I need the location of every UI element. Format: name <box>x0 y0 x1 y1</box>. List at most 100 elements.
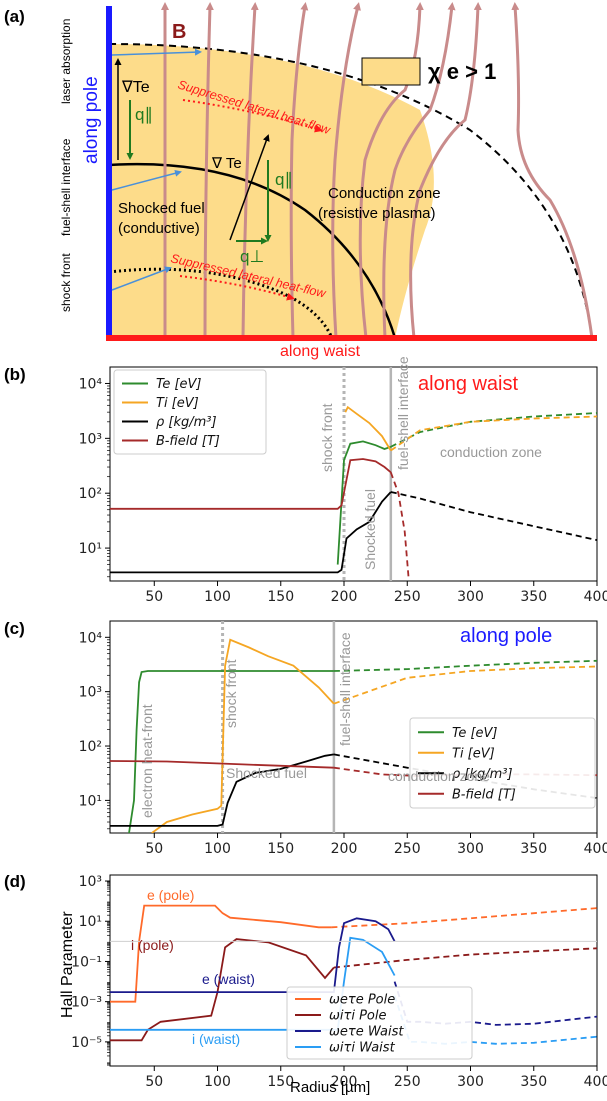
laser-pointer <box>111 48 202 56</box>
legend-label: ρ [kg/m³] <box>156 415 217 430</box>
y-tick-label: 10⁻¹ <box>71 954 102 970</box>
field-line <box>203 2 214 339</box>
d-i-pole-label: i (pole) <box>131 937 174 953</box>
series-line-dashed <box>333 659 597 672</box>
along-pole-label: along pole <box>81 76 102 164</box>
legend-label: B-field [T] <box>156 434 220 449</box>
legend-box <box>409 717 596 809</box>
panel-a: (a) B laser absorption along pole fuel-s… <box>4 2 597 360</box>
series-line-dashed <box>333 947 597 969</box>
x-tick-label: 150 <box>267 589 294 605</box>
y-tick-label: 10⁻⁵ <box>71 1035 102 1051</box>
series-line <box>110 938 335 1042</box>
panel-a-label: (a) <box>4 7 25 26</box>
field-line <box>331 2 361 339</box>
y-tick-label: 10¹ <box>79 914 102 930</box>
x-tick-label: 400 <box>584 589 607 605</box>
series-line-dashed <box>390 491 597 541</box>
suppressed-arrow-1 <box>182 99 323 133</box>
d-i-waist-label: i (waist) <box>192 1031 240 1047</box>
grad-te-arrow-2 <box>229 134 270 241</box>
field-line <box>511 2 594 339</box>
chart-b: 50 100 150 200 250 300 350 400 10¹ 10² 10³ 10⁴ Te [e… <box>79 366 607 605</box>
series-line <box>110 917 396 993</box>
field-line <box>289 2 309 339</box>
x-tick-label: 250 <box>394 589 421 605</box>
series-line-dashed <box>333 665 597 705</box>
conduction-zone-label: Conduction zone <box>328 185 441 202</box>
panel-c-annotations: along pole electron heat-front shock fro… <box>139 625 552 818</box>
shock-pointer <box>111 266 172 291</box>
x-tick-label: 200 <box>331 589 358 605</box>
x-tick-label: 300 <box>457 1074 484 1090</box>
x-tick-label: 150 <box>267 841 294 857</box>
x-tick-label: 300 <box>457 589 484 605</box>
c-shock-front-label: shock front <box>223 659 239 728</box>
x-tick-label: 100 <box>204 589 231 605</box>
chart-c-title: along pole <box>460 625 552 647</box>
y-tick-label: 10³ <box>79 874 102 890</box>
x-tick-label: 350 <box>520 841 547 857</box>
q-par-label-1: q∥ <box>135 105 153 124</box>
c-conduction-zone-label: conduction zone <box>388 768 490 784</box>
y-tick-label: 10¹ <box>79 793 102 809</box>
series-line-dashed <box>390 415 597 452</box>
resistive-label: (resistive plasma) <box>318 205 436 222</box>
series-line <box>151 638 335 833</box>
b-shocked-fuel-label: Shocked fuel <box>362 489 378 570</box>
legend-label: ωeτe Pole <box>329 993 395 1008</box>
x-tick-label: 300 <box>457 841 484 857</box>
y-tick-label: 10⁴ <box>79 376 103 392</box>
x-tick-label: 50 <box>145 1074 163 1090</box>
panel-d-label: (d) <box>4 872 26 891</box>
legend-box <box>286 986 473 1060</box>
fuel-shell-curve <box>108 162 397 339</box>
series-line <box>128 670 334 833</box>
y-tick-label: 10² <box>79 486 102 502</box>
c-fuel-shell-label: fuel-shell interface <box>337 632 353 746</box>
legend-label: ωiτi Pole <box>329 1009 386 1024</box>
y-tick-label: 10⁴ <box>79 630 103 646</box>
x-tick-label: 200 <box>331 1074 358 1090</box>
b-shock-front-label: shock front <box>319 403 335 472</box>
x-tick-label: 50 <box>145 841 163 857</box>
chart-d: 50 100 150 200 250 300 350 400 10⁻⁵ 10⁻³ 10⁻¹ 10¹ 10… <box>71 874 607 1090</box>
chi-swatch <box>361 57 421 86</box>
y-tick-label: 10² <box>79 739 102 755</box>
series-line <box>110 904 332 1003</box>
shocked-fuel-label: Shocked fuel <box>118 200 205 217</box>
series-line-dashed <box>389 471 410 577</box>
x-tick-label: 150 <box>267 1074 294 1090</box>
plot-frame <box>109 366 598 582</box>
d-ylabel: Hall Parameter <box>59 911 76 1018</box>
panel-d-annotations: Hall Parameter Radius [µm] e (pole) i (p… <box>59 887 370 1096</box>
panel-c-label: (c) <box>4 619 25 638</box>
chi-label: χ e > 1 <box>428 59 496 84</box>
field-line <box>241 2 259 339</box>
d-e-pole-label: e (pole) <box>147 887 194 903</box>
b-fuel-shell-label: fuel-shell interface <box>395 356 411 470</box>
x-tick-label: 250 <box>394 841 421 857</box>
grad-te-label-1: ∇Te <box>121 79 150 96</box>
legend-label: ρ [kg/m³] <box>452 767 513 782</box>
conductive-label: (conductive) <box>118 220 200 237</box>
x-tick-label: 350 <box>520 589 547 605</box>
legend-label: B-field [T] <box>452 787 516 802</box>
chart-c: 50 100 150 200 250 300 350 400 10¹ 10² 10³ 10⁴ Te [e… <box>79 620 607 857</box>
series-line <box>110 491 392 574</box>
fuel-shell-pointer <box>111 169 182 191</box>
legend-label: Ti [eV] <box>156 396 199 411</box>
along-waist-label: along waist <box>280 343 361 360</box>
series-lines <box>110 405 597 577</box>
legend-label: Te [eV] <box>156 377 202 392</box>
series-line <box>344 405 392 451</box>
x-tick-label: 400 <box>584 1074 607 1090</box>
d-e-waist-label: e (waist) <box>202 971 255 987</box>
field-line <box>409 2 482 339</box>
series-line-dashed <box>331 907 597 929</box>
d-xlabel: Radius [µm] <box>290 1079 370 1096</box>
y-tick-label: 10³ <box>79 685 102 701</box>
x-tick-label: 250 <box>394 1074 421 1090</box>
panel-b-annotations: along waist shock front fuel-shell inter… <box>319 356 542 570</box>
series-line <box>110 458 392 510</box>
